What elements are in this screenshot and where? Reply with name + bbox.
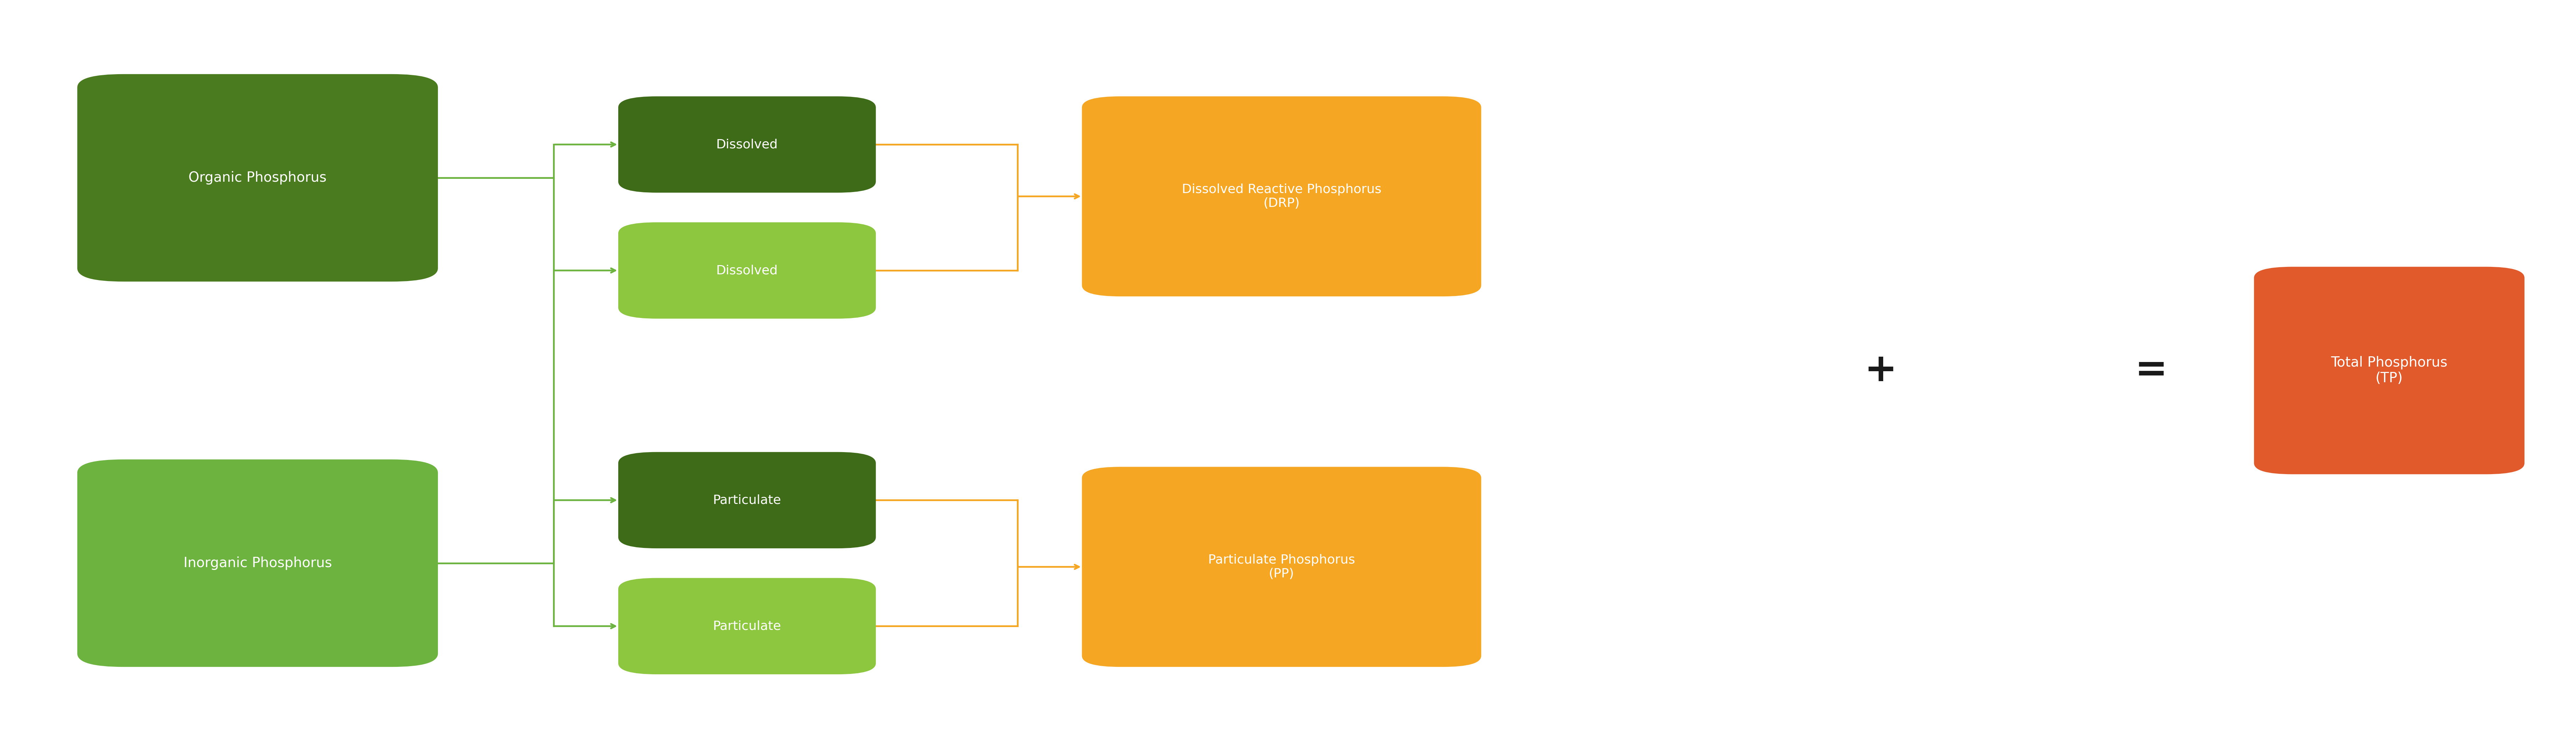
- Text: +: +: [1865, 351, 1896, 390]
- Text: Inorganic Phosphorus: Inorganic Phosphorus: [183, 556, 332, 570]
- FancyBboxPatch shape: [1082, 467, 1481, 667]
- Text: Organic Phosphorus: Organic Phosphorus: [188, 171, 327, 185]
- Text: Total Phosphorus
(TP): Total Phosphorus (TP): [2331, 356, 2447, 385]
- Text: Particulate: Particulate: [714, 494, 781, 506]
- Text: Particulate: Particulate: [714, 620, 781, 632]
- Text: Particulate Phosphorus
(PP): Particulate Phosphorus (PP): [1208, 554, 1355, 580]
- Text: Dissolved: Dissolved: [716, 265, 778, 276]
- FancyBboxPatch shape: [618, 452, 876, 548]
- FancyBboxPatch shape: [77, 74, 438, 282]
- FancyBboxPatch shape: [618, 578, 876, 674]
- FancyBboxPatch shape: [77, 459, 438, 667]
- Text: =: =: [2136, 351, 2166, 390]
- Text: Dissolved: Dissolved: [716, 139, 778, 150]
- FancyBboxPatch shape: [2254, 267, 2524, 474]
- FancyBboxPatch shape: [618, 96, 876, 193]
- FancyBboxPatch shape: [618, 222, 876, 319]
- Text: Dissolved Reactive Phosphorus
(DRP): Dissolved Reactive Phosphorus (DRP): [1182, 183, 1381, 210]
- FancyBboxPatch shape: [1082, 96, 1481, 296]
